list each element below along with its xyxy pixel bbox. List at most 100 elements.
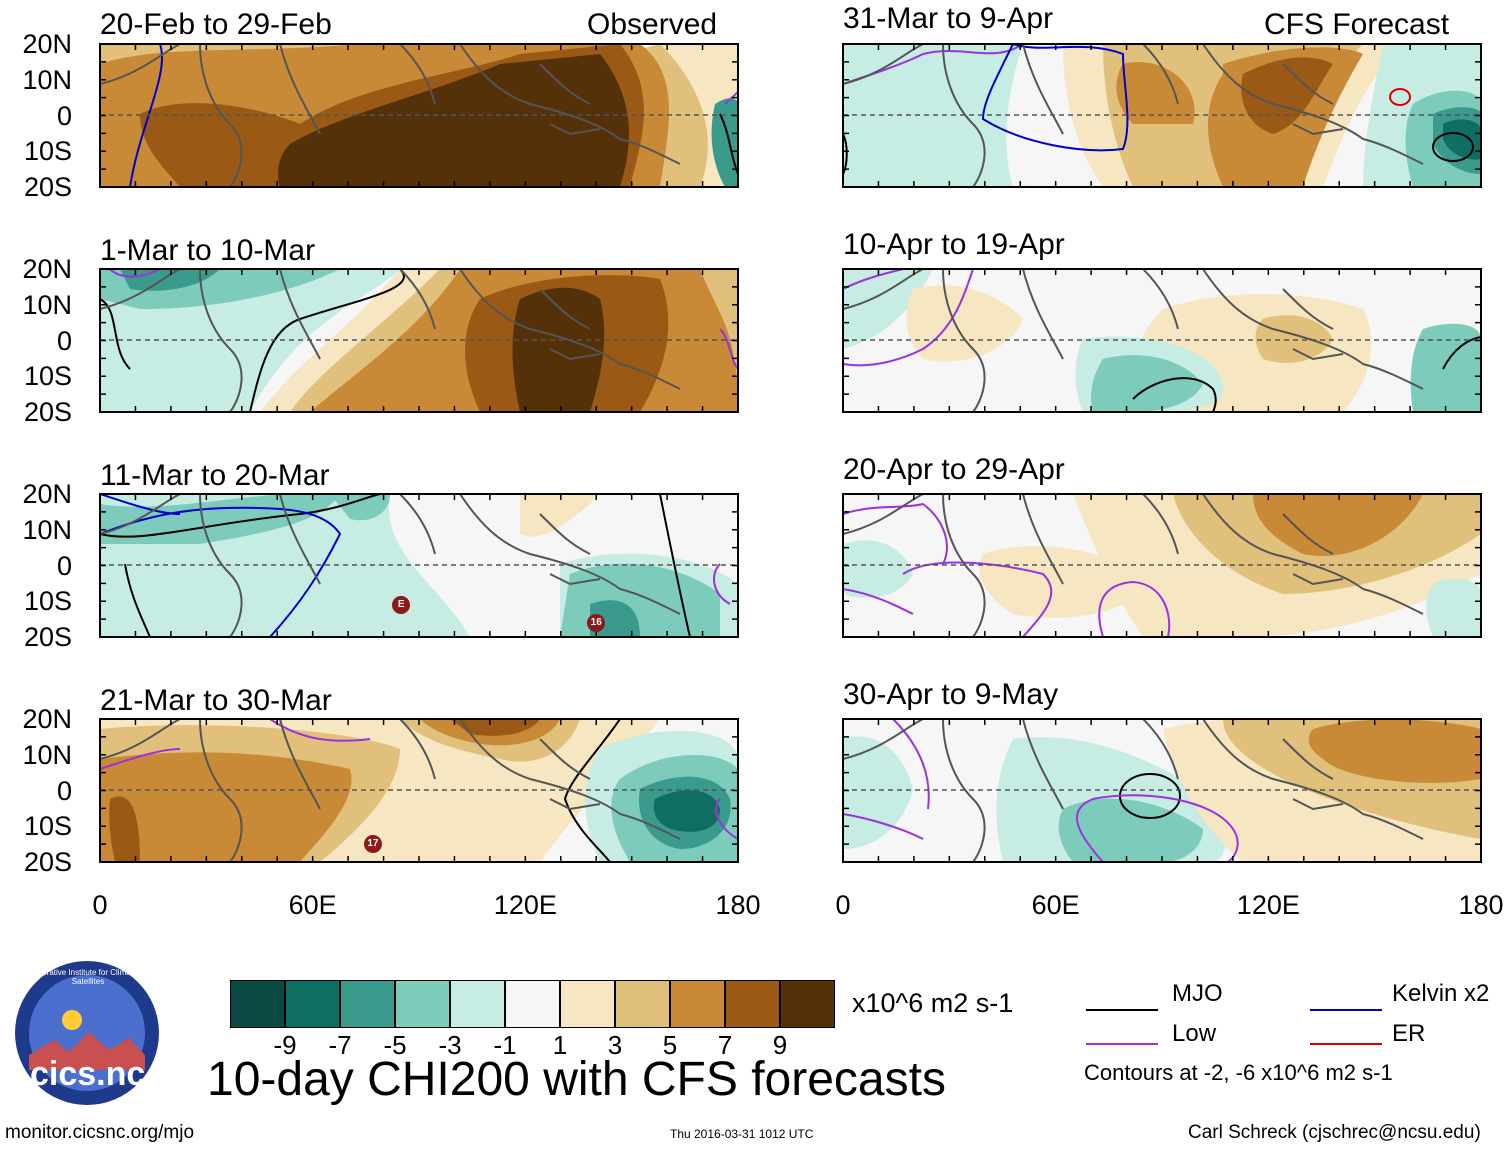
colorbar-swatch bbox=[395, 980, 450, 1028]
sun-icon bbox=[62, 1010, 82, 1030]
colorbar-swatch bbox=[285, 980, 340, 1028]
panel-border bbox=[99, 268, 739, 413]
panel-frame bbox=[842, 268, 1482, 413]
panel-border bbox=[842, 268, 1482, 413]
panel-border bbox=[842, 493, 1482, 638]
map-panel-fcst-4 bbox=[843, 719, 1481, 862]
legend-label-low: Low bbox=[1172, 1020, 1217, 1047]
storm-marker: E bbox=[392, 595, 411, 614]
map-panel-obs-2 bbox=[100, 269, 738, 412]
contour-fill-9 bbox=[278, 54, 629, 187]
x-tick-label: 180 bbox=[715, 890, 761, 920]
y-tick-label: 20S bbox=[23, 397, 72, 427]
y-tick-label: 20S bbox=[23, 622, 72, 652]
colorbar-tick-label: -9 bbox=[273, 1030, 297, 1060]
x-tick-label: 120E bbox=[493, 890, 557, 920]
colorbar-tick-label: 7 bbox=[717, 1030, 733, 1060]
y-tick-label: 20N bbox=[22, 479, 72, 509]
panel-title: 11-Mar to 20-Mar bbox=[100, 459, 330, 492]
y-tick-label: 10S bbox=[23, 586, 72, 617]
colorbar-swatch bbox=[450, 980, 505, 1028]
map-panel-obs-4 bbox=[100, 719, 738, 862]
x-tick-label: 120E bbox=[1236, 890, 1300, 920]
y-tick-label: 10S bbox=[23, 811, 72, 842]
logo-text: cics.nc bbox=[30, 1055, 146, 1093]
colorbar-tick-label: 5 bbox=[662, 1030, 678, 1060]
panel-title: 20-Feb to 29-Feb bbox=[100, 8, 332, 41]
map-panel-fcst-3 bbox=[843, 494, 1481, 637]
colorbar-swatch bbox=[780, 980, 835, 1028]
forecast-label: CFS Forecast bbox=[1264, 8, 1450, 41]
x-tick-label: 180 bbox=[1458, 890, 1504, 920]
panel-title: 30-Apr to 9-May bbox=[843, 678, 1059, 711]
panel-frame bbox=[99, 43, 739, 188]
legend-line-kelvin bbox=[1310, 1009, 1382, 1011]
storm-marker: 17 bbox=[363, 835, 382, 854]
y-tick-label: 0 bbox=[56, 325, 72, 356]
panel-title: 21-Mar to 30-Mar bbox=[100, 684, 332, 717]
y-tick-label: 20S bbox=[23, 172, 72, 202]
observed-label: Observed bbox=[587, 8, 718, 41]
colorbar-units: x10^6 m2 s-1 bbox=[852, 988, 1014, 1018]
legend-label-kelvin: Kelvin x2 bbox=[1392, 980, 1490, 1007]
map-panel-fcst-2 bbox=[843, 269, 1481, 412]
cics-logo bbox=[15, 961, 159, 1105]
y-tick-label: 20S bbox=[23, 847, 72, 877]
footer-url[interactable]: monitor.cicsnc.org/mjo bbox=[5, 1122, 195, 1143]
panel-title: 10-Apr to 19-Apr bbox=[843, 228, 1065, 261]
y-tick-label: 0 bbox=[56, 775, 72, 806]
colorbar-tick-label: -5 bbox=[383, 1030, 407, 1060]
colorbar-tick-label: 1 bbox=[552, 1030, 568, 1060]
colorbar-swatch bbox=[230, 980, 285, 1028]
logo-ring-text: Cooperative Institute for Climate and Sa… bbox=[23, 968, 153, 986]
colorbar-tick-label: -1 bbox=[493, 1030, 517, 1060]
panel-border bbox=[842, 43, 1482, 188]
y-tick-label: 10N bbox=[22, 739, 72, 770]
colorbar-swatch bbox=[560, 980, 615, 1028]
panel-border bbox=[99, 43, 739, 188]
legend-label-er: ER bbox=[1392, 1020, 1426, 1047]
colorbar-swatch bbox=[505, 980, 560, 1028]
footer-timestamp: Thu 2016-03-31 1012 UTC bbox=[670, 1127, 814, 1141]
map-panel-obs-1 bbox=[100, 44, 738, 187]
colorbar-swatch bbox=[340, 980, 395, 1028]
main-title: 10-day CHI200 with CFS forecasts bbox=[207, 1053, 946, 1106]
panel-title: 1-Mar to 10-Mar bbox=[100, 234, 316, 267]
mountain-icon bbox=[29, 1032, 145, 1070]
y-tick-label: 10N bbox=[22, 64, 72, 95]
colorbar-tick-label: 9 bbox=[772, 1030, 788, 1060]
colorbar-tick-label: -3 bbox=[438, 1030, 462, 1060]
panel-frame bbox=[99, 268, 739, 413]
y-tick-label: 20N bbox=[22, 29, 72, 59]
colorbar-tick-label: 3 bbox=[607, 1030, 623, 1060]
panel-border bbox=[99, 718, 739, 863]
contour-note: Contours at -2, -6 x10^6 m2 s-1 bbox=[1084, 1060, 1393, 1085]
panel-frame bbox=[842, 43, 1482, 188]
colorbar-tick-label: -7 bbox=[328, 1030, 352, 1060]
colorbar-swatch bbox=[615, 980, 670, 1028]
y-tick-label: 10S bbox=[23, 361, 72, 392]
y-tick-label: 10S bbox=[23, 136, 72, 167]
panel-frame bbox=[99, 718, 739, 863]
panel-title: 20-Apr to 29-Apr bbox=[843, 453, 1065, 486]
colorbar-swatch bbox=[670, 980, 725, 1028]
legend-line-low bbox=[1086, 1043, 1158, 1045]
x-tick-label: 60E bbox=[1031, 890, 1080, 920]
panel-frame bbox=[842, 493, 1482, 638]
y-tick-label: 10N bbox=[22, 289, 72, 320]
y-tick-label: 20N bbox=[22, 254, 72, 284]
storm-marker: 16 bbox=[587, 613, 606, 632]
panel-border bbox=[99, 493, 739, 638]
legend-line-er bbox=[1310, 1043, 1382, 1045]
coastlines bbox=[100, 44, 681, 187]
y-tick-label: 20N bbox=[22, 704, 72, 734]
x-tick-label: 60E bbox=[288, 890, 337, 920]
x-tick-label: 0 bbox=[92, 890, 108, 920]
legend-label-mjo: MJO bbox=[1172, 980, 1223, 1007]
panel-frame bbox=[99, 493, 739, 638]
y-tick-label: 10N bbox=[22, 514, 72, 545]
footer-author: Carl Schreck (cjschrec@ncsu.edu) bbox=[1188, 1122, 1481, 1143]
panel-frame bbox=[842, 718, 1482, 863]
contour-fill-neg bbox=[711, 98, 738, 187]
panel-title: 31-Mar to 9-Apr bbox=[843, 2, 1054, 35]
